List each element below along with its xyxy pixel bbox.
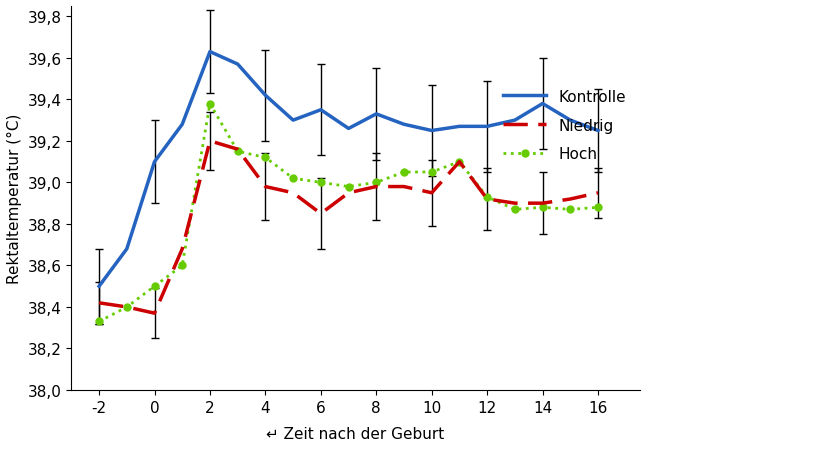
Y-axis label: Rektaltemperatur (°C): Rektaltemperatur (°C) <box>7 113 22 284</box>
Legend: Kontrolle, Niedrig, Hoch: Kontrolle, Niedrig, Hoch <box>496 84 631 168</box>
X-axis label: ↵ Zeit nach der Geburt: ↵ Zeit nach der Geburt <box>266 426 444 441</box>
